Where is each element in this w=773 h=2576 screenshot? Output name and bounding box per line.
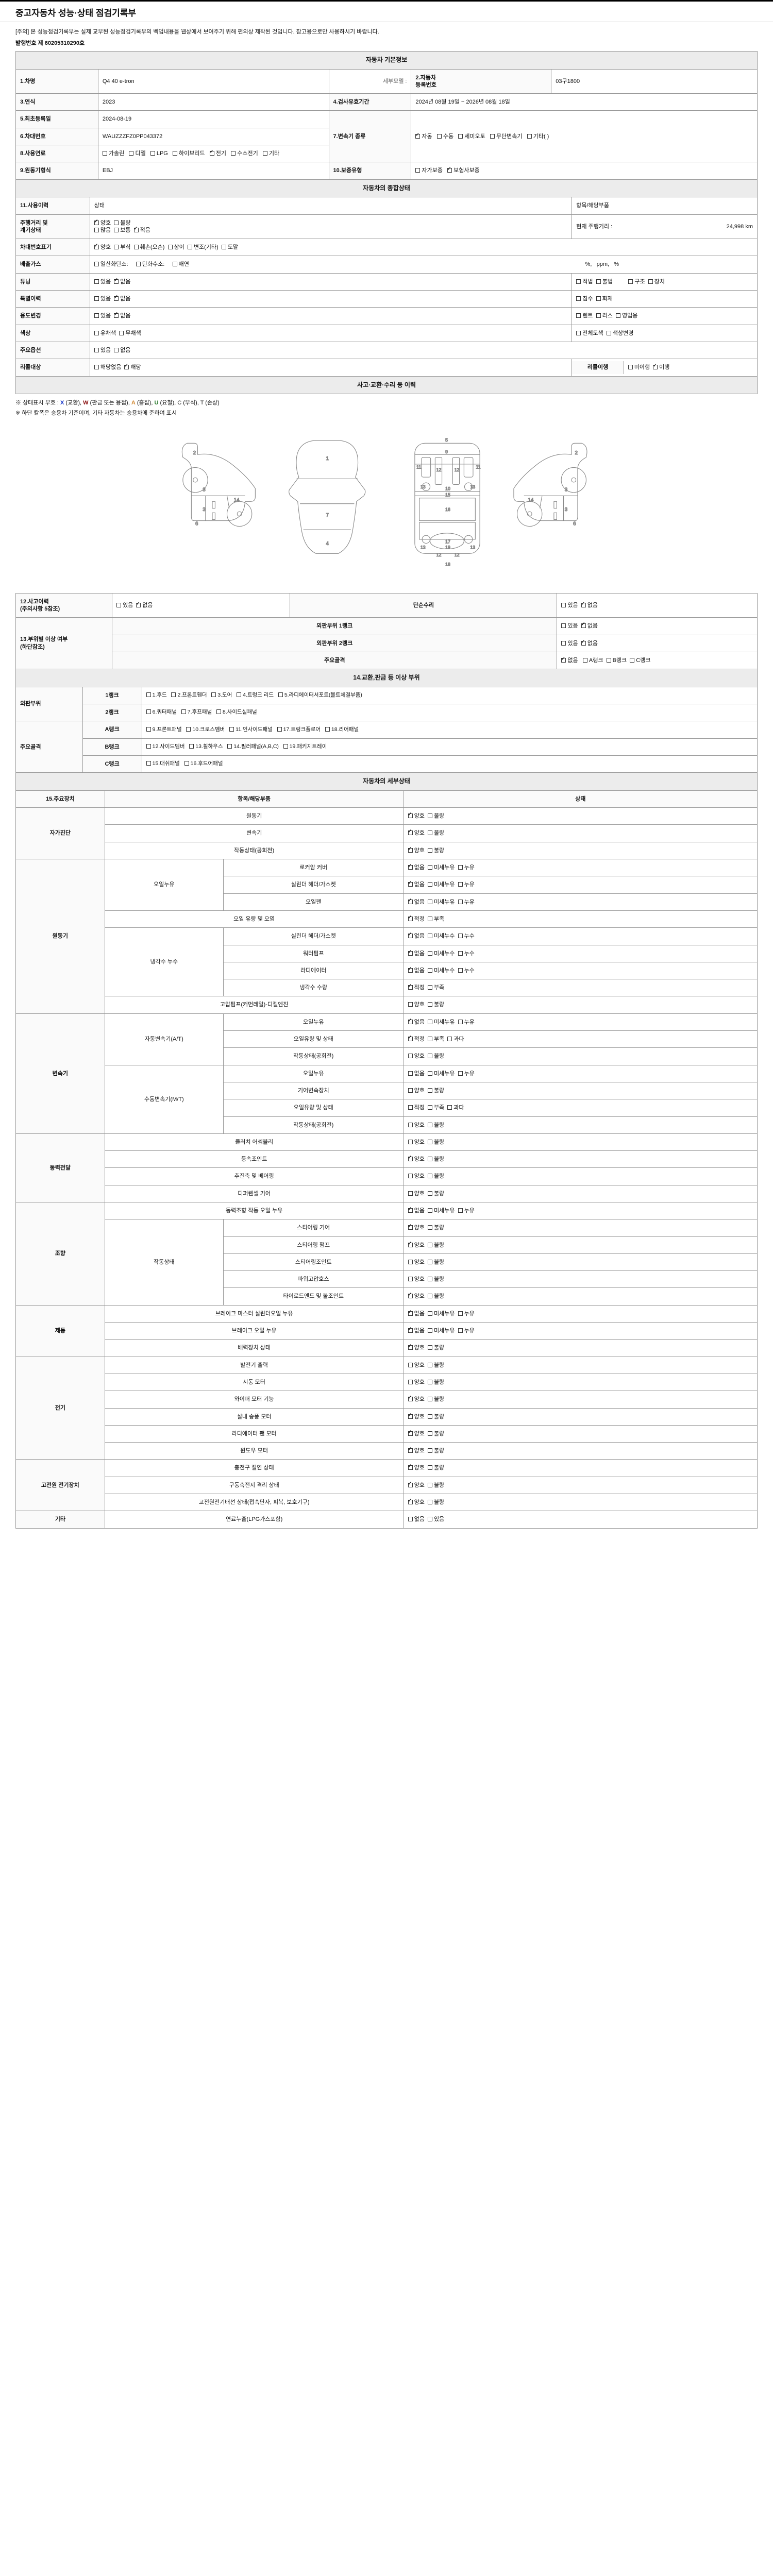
svg-text:4: 4	[326, 541, 329, 547]
svg-text:12: 12	[455, 467, 460, 472]
svg-text:3: 3	[565, 487, 568, 493]
svg-text:13: 13	[421, 484, 426, 489]
svg-text:12: 12	[436, 467, 442, 472]
svg-text:11: 11	[476, 464, 480, 469]
svg-text:3: 3	[203, 487, 206, 493]
svg-text:9: 9	[445, 449, 448, 454]
svg-text:2: 2	[575, 450, 577, 456]
svg-text:13: 13	[470, 545, 475, 550]
svg-text:5: 5	[445, 437, 448, 443]
svg-text:16: 16	[445, 507, 450, 512]
svg-text:14: 14	[234, 497, 240, 503]
svg-text:15: 15	[445, 492, 450, 497]
svg-text:1: 1	[326, 456, 329, 462]
svg-text:13: 13	[421, 545, 426, 550]
svg-text:6: 6	[195, 521, 198, 527]
svg-text:10: 10	[445, 486, 450, 491]
svg-text:18: 18	[445, 562, 450, 567]
svg-text:12: 12	[436, 552, 442, 557]
svg-text:3: 3	[565, 507, 568, 513]
svg-text:14: 14	[528, 497, 533, 503]
svg-text:6: 6	[573, 521, 576, 527]
svg-text:7: 7	[326, 513, 329, 518]
svg-text:3: 3	[203, 507, 206, 513]
svg-text:11: 11	[416, 464, 421, 469]
svg-text:2: 2	[193, 450, 196, 456]
svg-text:12: 12	[455, 552, 460, 557]
svg-text:17: 17	[445, 539, 450, 544]
svg-text:13: 13	[470, 484, 475, 489]
svg-text:19: 19	[445, 545, 450, 550]
